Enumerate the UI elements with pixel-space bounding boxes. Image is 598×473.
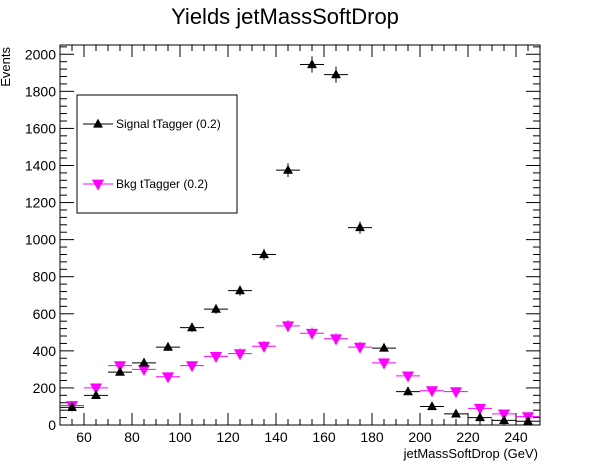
data-point — [379, 342, 389, 352]
data-point — [161, 372, 175, 384]
data-point — [473, 403, 487, 415]
chart-title: Yields jetMassSoftDrop — [171, 4, 399, 29]
data-point — [305, 328, 319, 340]
series-1 — [60, 319, 540, 424]
y-tick-label: 1600 — [25, 120, 56, 136]
data-point — [163, 341, 173, 351]
data-point — [401, 371, 415, 383]
x-tick-label: 180 — [360, 429, 384, 445]
data-point — [139, 357, 149, 367]
data-point — [211, 303, 221, 313]
legend-box — [76, 94, 238, 214]
data-point — [523, 415, 533, 425]
legend-label: Signal tTagger (0.2) — [116, 117, 221, 131]
legend-marker — [91, 179, 105, 191]
data-point — [331, 69, 341, 79]
data-point — [329, 334, 343, 346]
y-tick-label: 1000 — [25, 232, 56, 248]
data-point — [355, 222, 365, 232]
y-tick-label: 800 — [33, 269, 57, 285]
data-point — [499, 414, 509, 424]
y-tick-label: 1400 — [25, 157, 56, 173]
data-point — [377, 358, 391, 370]
data-point — [449, 387, 463, 399]
legend-item-1: Bkg tTagger (0.2) — [83, 177, 208, 191]
y-tick-label: 1200 — [25, 195, 56, 211]
data-point — [307, 59, 317, 69]
y-axis-ticks: 0 200 400 600 800 1000 1200 1400 1600 1800 2000 — [25, 46, 540, 433]
y-tick-label: 200 — [33, 380, 57, 396]
data-point — [115, 366, 125, 376]
x-tick-label: 80 — [124, 429, 140, 445]
x-tick-label: 120 — [216, 429, 240, 445]
x-tick-label: 240 — [504, 429, 528, 445]
legend-marker — [93, 118, 103, 128]
legend-items: Signal tTagger (0.2) Bkg tTagger (0.2) — [83, 117, 221, 191]
x-axis-ticks: 60 80 100 120 140 160 180 200 220 240 — [59, 45, 541, 445]
y-tick-label: 1800 — [25, 83, 56, 99]
y-tick-label: 2000 — [25, 46, 56, 62]
data-point — [427, 401, 437, 411]
y-tick-label: 0 — [48, 417, 56, 433]
x-tick-label: 200 — [408, 429, 432, 445]
data-point — [353, 342, 367, 354]
data-point — [257, 341, 271, 353]
data-point — [209, 352, 223, 364]
data-point — [89, 383, 103, 395]
data-points — [60, 56, 540, 425]
data-point — [185, 361, 199, 373]
legend-item-0: Signal tTagger (0.2) — [83, 117, 221, 131]
x-tick-label: 160 — [312, 429, 336, 445]
y-tick-label: 400 — [33, 343, 57, 359]
data-point — [233, 349, 247, 361]
data-point — [451, 408, 461, 418]
data-point — [67, 401, 77, 411]
series-0 — [60, 56, 540, 425]
data-point — [281, 321, 295, 333]
data-point — [235, 285, 245, 295]
data-point — [403, 386, 413, 396]
data-point — [187, 322, 197, 332]
data-point — [425, 386, 439, 398]
legend-label: Bkg tTagger (0.2) — [116, 177, 208, 191]
x-tick-label: 140 — [264, 429, 288, 445]
x-axis-title: jetMassSoftDrop (GeV) — [403, 446, 538, 461]
data-point — [91, 389, 101, 399]
legend: Signal tTagger (0.2) Bkg tTagger (0.2) — [76, 94, 238, 214]
x-tick-label: 100 — [168, 429, 192, 445]
y-tick-label: 600 — [33, 306, 57, 322]
x-tick-label: 220 — [456, 429, 480, 445]
data-point — [475, 412, 485, 422]
data-point — [283, 164, 293, 174]
data-point — [137, 364, 151, 376]
x-tick-label: 60 — [76, 429, 92, 445]
data-point — [259, 249, 269, 259]
y-axis-title: Events — [0, 47, 13, 87]
